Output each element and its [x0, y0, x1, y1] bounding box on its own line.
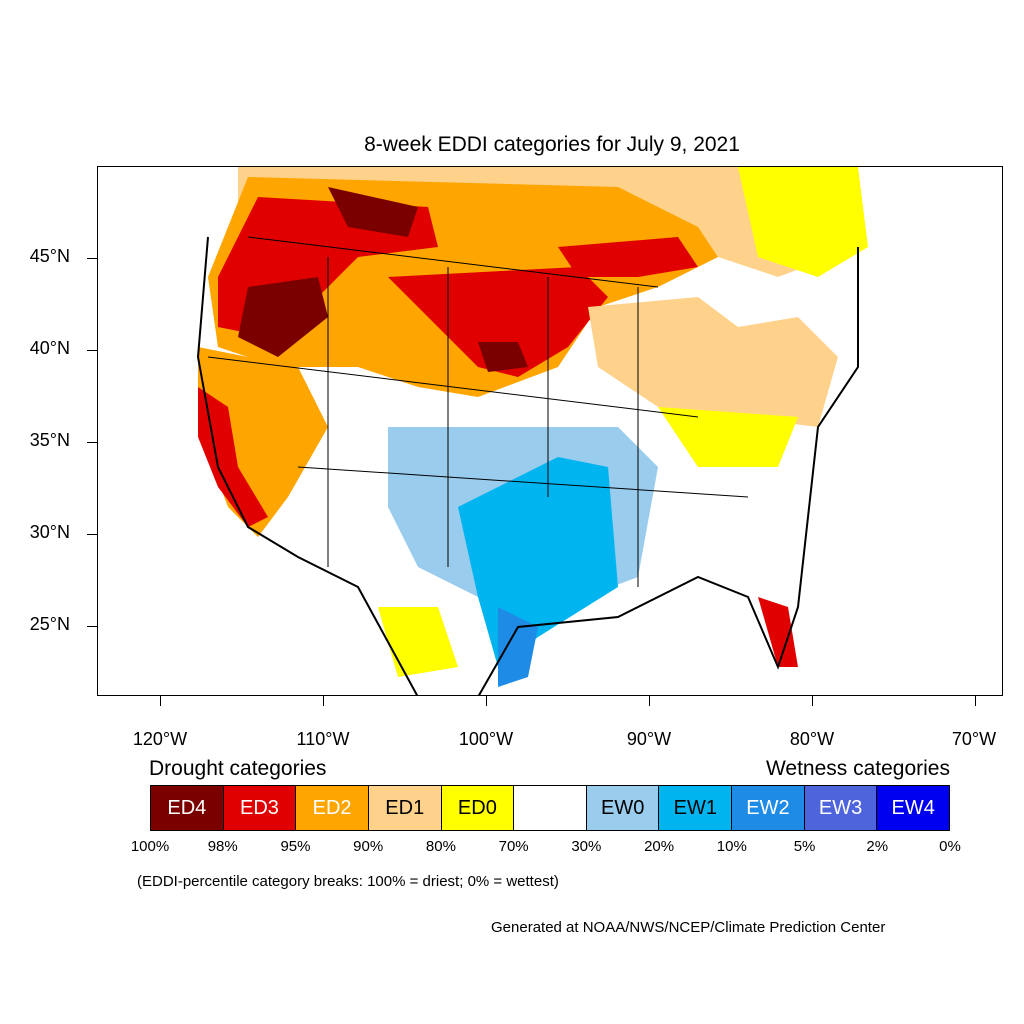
lon-tick: [975, 696, 976, 706]
legend-cell-ew4: EW4: [877, 786, 950, 830]
lat-tick: [87, 258, 97, 259]
state-borders: [207, 236, 749, 587]
lon-tick: [812, 696, 813, 706]
ed0-east: [738, 167, 868, 277]
percentile-label: 100%: [130, 838, 170, 855]
legend-cell-ed0: ED0: [441, 786, 515, 830]
lon-label-70: 70°W: [951, 729, 997, 749]
ed4-nebraska: [478, 342, 528, 372]
lon-tick: [323, 696, 324, 706]
wetness-categories-heading: Wetness categories: [765, 757, 950, 780]
lon-tick: [160, 696, 161, 706]
percentile-label: 5%: [793, 838, 816, 855]
lat-tick: [87, 626, 97, 627]
category-note: (EDDI-percentile category breaks: 100% =…: [137, 873, 559, 890]
legend-cell-ew3: EW3: [804, 786, 878, 830]
ed1-midwest: [588, 297, 838, 427]
lon-label-80: 80°W: [789, 729, 835, 749]
ed3-canada: [558, 237, 698, 277]
percentile-label: 20%: [644, 838, 675, 855]
lon-label-100: 100°W: [458, 729, 514, 749]
eddi-map: [97, 166, 1003, 696]
ed4-canada: [328, 187, 418, 237]
lat-label-40: 40°N: [29, 338, 70, 358]
lat-tick: [87, 442, 97, 443]
legend-cell-ed2: ED2: [296, 786, 369, 830]
percentile-label: 10%: [716, 838, 747, 855]
ed3-florida: [758, 597, 798, 667]
percentile-label: 98%: [207, 838, 238, 855]
ed3-california: [198, 387, 268, 527]
percentile-label: 30%: [571, 838, 602, 855]
percentile-label: 90%: [353, 838, 384, 855]
legend-color-bar: ED4 ED3 ED2 ED1 ED0 EW0 EW1 EW2 EW3 EW4: [150, 785, 950, 831]
lat-tick: [87, 350, 97, 351]
lon-tick: [486, 696, 487, 706]
ed4-northwest: [238, 277, 328, 357]
legend-cell-ew1: EW1: [659, 786, 733, 830]
percentile-label: 70%: [498, 838, 529, 855]
legend-cell-ew2: EW2: [732, 786, 805, 830]
percentile-label: 0%: [939, 838, 961, 855]
legend-cell-ed3: ED3: [223, 786, 297, 830]
lon-label-90: 90°W: [626, 729, 672, 749]
percentile-label: 95%: [280, 838, 311, 855]
ed3-dakotas: [388, 267, 608, 377]
lon-label-110: 110°W: [296, 729, 350, 749]
map-title: 8-week EDDI categories for July 9, 2021: [364, 133, 740, 156]
credit-line: Generated at NOAA/NWS/NCEP/Climate Predi…: [491, 919, 886, 936]
legend-cell-neutral: [514, 786, 587, 830]
lat-label-30: 30°N: [29, 522, 70, 542]
lat-tick: [87, 534, 97, 535]
legend-cell-ed1: ED1: [368, 786, 442, 830]
legend-cell-ed4: ED4: [151, 786, 224, 830]
drought-categories-heading: Drought categories: [149, 757, 327, 780]
percentile-label: 2%: [866, 838, 889, 855]
lat-label-35: 35°N: [29, 430, 70, 450]
lat-label-45: 45°N: [29, 246, 70, 266]
lon-tick: [649, 696, 650, 706]
legend-cell-ew0: EW0: [586, 786, 660, 830]
percentile-label: 80%: [425, 838, 456, 855]
lat-label-25: 25°N: [29, 614, 70, 634]
coastline: [196, 236, 859, 695]
ed0-ohio: [658, 407, 798, 467]
lon-label-120: 120°W: [132, 729, 188, 749]
